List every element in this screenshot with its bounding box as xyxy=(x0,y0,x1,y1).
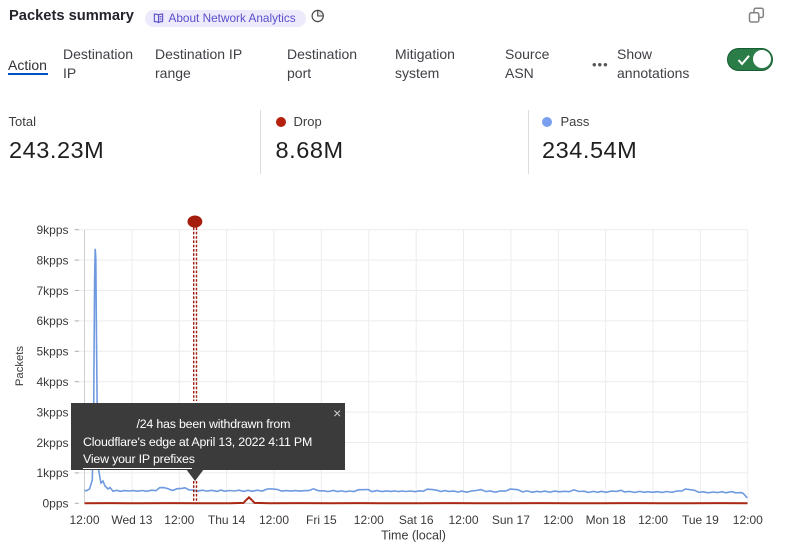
svg-text:5kpps: 5kpps xyxy=(36,345,68,359)
svg-text:12:00: 12:00 xyxy=(164,513,194,527)
svg-text:6kpps: 6kpps xyxy=(36,314,68,328)
svg-text:12:00: 12:00 xyxy=(638,513,668,527)
svg-text:Time (local): Time (local) xyxy=(381,529,446,543)
svg-text:Tue 19: Tue 19 xyxy=(682,513,719,527)
svg-text:Fri 15: Fri 15 xyxy=(306,513,337,527)
svg-text:12:00: 12:00 xyxy=(354,513,384,527)
svg-text:12:00: 12:00 xyxy=(448,513,478,527)
svg-text:Packets: Packets xyxy=(14,346,26,387)
svg-text:Mon 18: Mon 18 xyxy=(586,513,626,527)
svg-text:12:00: 12:00 xyxy=(733,513,763,527)
svg-text:7kpps: 7kpps xyxy=(36,284,68,298)
svg-text:0pps: 0pps xyxy=(42,497,68,511)
svg-text:Wed 13: Wed 13 xyxy=(111,513,152,527)
svg-text:12:00: 12:00 xyxy=(543,513,573,527)
svg-text:9kpps: 9kpps xyxy=(36,223,68,237)
svg-text:8kpps: 8kpps xyxy=(36,253,68,267)
svg-text:4kpps: 4kpps xyxy=(36,375,68,389)
svg-text:2kpps: 2kpps xyxy=(36,436,68,450)
svg-text:Thu 14: Thu 14 xyxy=(208,513,246,527)
svg-text:Sat 16: Sat 16 xyxy=(399,513,434,527)
svg-text:12:00: 12:00 xyxy=(259,513,289,527)
svg-text:1kpps: 1kpps xyxy=(36,466,68,480)
svg-text:3kpps: 3kpps xyxy=(36,405,68,419)
svg-text:12:00: 12:00 xyxy=(69,513,99,527)
svg-text:Sun 17: Sun 17 xyxy=(492,513,530,527)
